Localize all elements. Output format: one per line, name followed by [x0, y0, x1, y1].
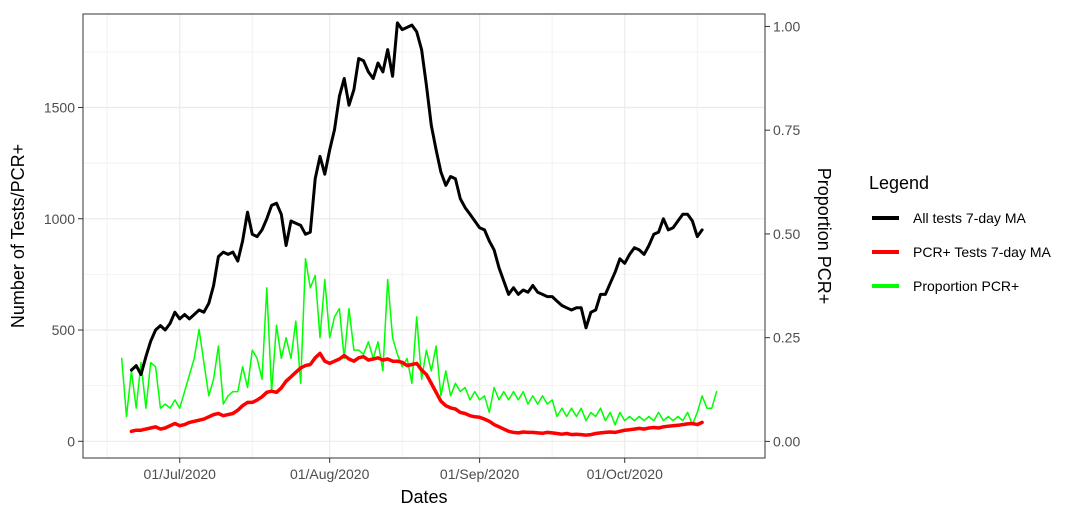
y-right-tick-label: 0.75: [773, 122, 800, 138]
x-tick-label: 01/Oct/2020: [587, 466, 663, 482]
y-right-tick-label: 1.00: [773, 18, 800, 34]
y-left-tick-label: 1000: [44, 211, 75, 227]
y-right-axis-title: Proportion PCR+: [814, 168, 834, 305]
y-left-tick-label: 1500: [44, 99, 75, 115]
grid: [83, 14, 765, 458]
legend: Legend All tests 7-day MA PCR+ Tests 7-da…: [869, 173, 1052, 294]
plot-panel-border: [82, 13, 766, 459]
x-axis-title: Dates: [400, 487, 447, 507]
legend-title: Legend: [869, 173, 929, 193]
y-right-tick-label: 0.25: [773, 330, 800, 346]
series-line-proportion-pcr: [120, 258, 718, 426]
x-tick-label: 01/Sep/2020: [440, 466, 520, 482]
axis-ticks: 01/Jul/2020 01/Aug/2020 01/Sep/2020 01/Oct/…: [44, 18, 801, 482]
y-left-tick-label: 500: [52, 322, 76, 338]
x-tick-label: 01/Jul/2020: [144, 466, 217, 482]
legend-label: PCR+ Tests 7-day MA: [913, 244, 1052, 260]
series-line-pcr-tests-7-day-ma: [129, 351, 704, 437]
y-right-tick-label: 0.00: [773, 433, 800, 449]
legend-items: All tests 7-day MA PCR+ Tests 7-day MA Pro…: [872, 210, 1052, 294]
series-line-all-tests-7-day-ma: [129, 21, 704, 376]
y-left-axis-title: Number of Tests/PCR+: [8, 144, 28, 328]
legend-label: Proportion PCR+: [913, 278, 1019, 294]
x-tick-label: 01/Aug/2020: [290, 466, 370, 482]
y-right-tick-label: 0.50: [773, 226, 800, 242]
y-left-tick-label: 0: [67, 433, 75, 449]
series-lines: [120, 21, 718, 437]
legend-label: All tests 7-day MA: [913, 210, 1026, 226]
